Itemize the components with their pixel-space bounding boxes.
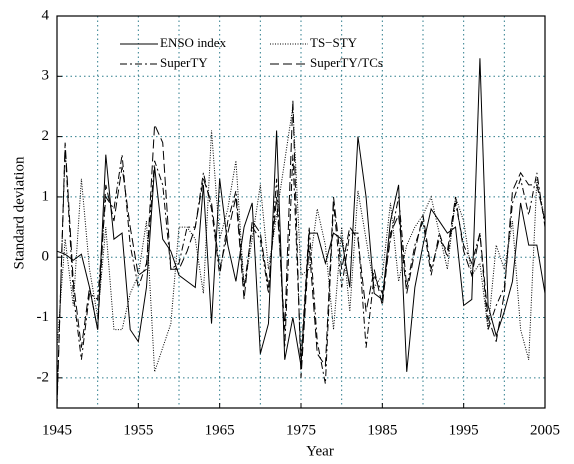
legend: ENSO index TS−STY SuperTY SuperTY/TCs [120, 35, 383, 70]
x-tick-label: 1955 [123, 422, 153, 438]
x-axis-label: Year [306, 443, 334, 459]
y-axis-label: Standard deviation [11, 156, 27, 269]
legend-label: TS−STY [310, 35, 358, 50]
y-tick-label: 4 [42, 7, 50, 23]
series-line [56, 100, 546, 409]
legend-label: SuperTY/TCs [310, 55, 383, 70]
legend-label: SuperTY [160, 55, 208, 70]
y-tick-label: 3 [42, 68, 50, 84]
y-tick-label: 2 [42, 128, 50, 144]
x-tick-label: 1945 [42, 422, 72, 438]
x-tick-label: 1965 [205, 422, 235, 438]
x-tick-label: 2005 [530, 422, 560, 438]
legend-label: ENSO index [160, 35, 227, 50]
x-tick-label: 1985 [367, 422, 397, 438]
x-tick-label: 1975 [286, 422, 316, 438]
x-tick-label: 1995 [449, 422, 479, 438]
y-tick-label: 1 [42, 188, 50, 204]
series-line [56, 148, 546, 402]
y-tick-label: -1 [37, 309, 50, 325]
series-line [56, 106, 546, 372]
y-tick-label: -2 [37, 369, 50, 385]
y-tick-label: 0 [42, 249, 50, 265]
plot-frame [56, 15, 546, 409]
